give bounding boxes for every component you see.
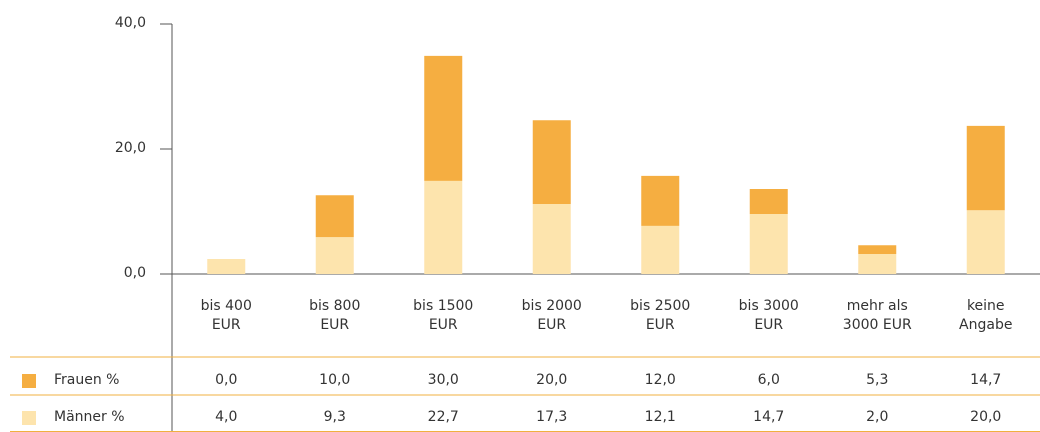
x-tick-label: bis 2500 EUR <box>630 298 691 333</box>
table-cell: 14,7 <box>753 409 785 425</box>
bar-segment <box>424 55 463 181</box>
bar-segment <box>749 214 788 274</box>
table-cell: 5,3 <box>866 372 889 388</box>
bar-segment <box>424 180 463 274</box>
table-cell: 30,0 <box>427 372 459 388</box>
x-tick-label: bis 1500 EUR <box>413 298 474 333</box>
table-cell: 17,3 <box>536 409 568 425</box>
bar-segment <box>858 245 897 254</box>
y-tick-label: 40,0 <box>114 15 146 31</box>
bar-segment <box>966 125 1005 211</box>
table-cell: 22,7 <box>427 409 459 425</box>
bar-segment <box>641 175 680 226</box>
x-tick-label: bis 2000 EUR <box>521 298 582 333</box>
table-cell: 9,3 <box>323 409 346 425</box>
table-cell: 14,7 <box>970 372 1002 388</box>
legend-swatch <box>22 411 36 425</box>
x-tick-label: mehr als 3000 EUR <box>842 298 912 333</box>
table-cell: 10,0 <box>319 372 351 388</box>
bar-segment <box>207 259 246 274</box>
y-tick-label: 0,0 <box>123 265 146 281</box>
table-cell: 12,0 <box>644 372 676 388</box>
bar-segment <box>315 195 354 238</box>
table-cell: 2,0 <box>866 409 889 425</box>
bar-segment <box>858 254 897 274</box>
legend-swatch <box>22 374 36 388</box>
x-tick-label: bis 3000 EUR <box>738 298 799 333</box>
bar-segment <box>749 189 788 214</box>
table-cell: 4,0 <box>215 409 238 425</box>
legend-label: Frauen % <box>54 372 120 388</box>
table-cell: 20,0 <box>536 372 568 388</box>
table-cell: 6,0 <box>757 372 780 388</box>
bar-segment <box>532 204 571 274</box>
table-cell: 12,1 <box>644 409 676 425</box>
table-cell: 0,0 <box>215 372 238 388</box>
x-tick-label: keine Angabe <box>959 298 1013 333</box>
bar-segment <box>315 237 354 274</box>
bar-segment <box>641 225 680 274</box>
bar-segment <box>532 120 571 204</box>
legend-label: Männer % <box>54 409 125 425</box>
y-tick-label: 20,0 <box>114 140 146 156</box>
table-cell: 20,0 <box>970 409 1002 425</box>
x-tick-label: bis 400 EUR <box>200 298 252 333</box>
x-tick-label: bis 800 EUR <box>309 298 361 333</box>
bar-segment <box>966 210 1005 274</box>
